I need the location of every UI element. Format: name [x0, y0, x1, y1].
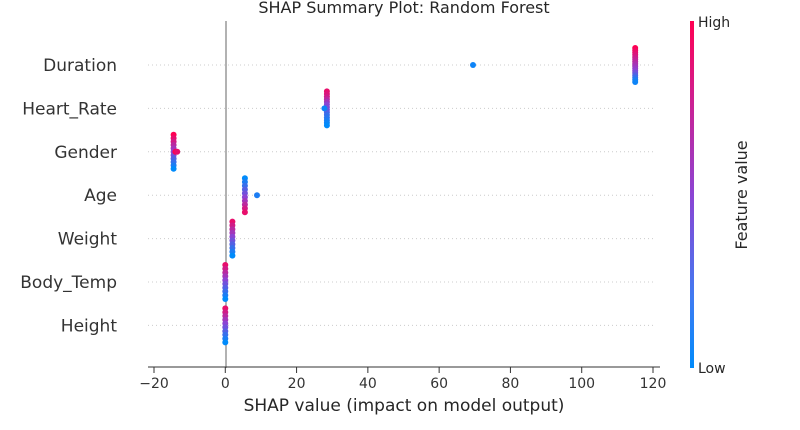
point-age [241, 209, 248, 216]
feature-label-age: Age [84, 186, 117, 206]
data-points [170, 45, 639, 346]
point-duration [632, 79, 639, 85]
x-tick-label: 60 [430, 376, 448, 392]
feature-label-weight: Weight [58, 230, 118, 250]
x-tick-label: 120 [640, 376, 667, 392]
point-heart_rate [321, 105, 328, 112]
x-tick-label: 80 [502, 376, 520, 392]
feature-label-duration: Duration [43, 56, 117, 76]
colorbar-title: Feature value [732, 140, 751, 249]
chart-title: SHAP Summary Plot: Random Forest [258, 0, 549, 17]
colorbar-low-label: Low [698, 361, 726, 377]
feature-label-height: Height [61, 316, 118, 336]
x-tick-label: 20 [288, 376, 306, 392]
feature-label-heart_rate: Heart_Rate [22, 99, 117, 119]
colorbar [690, 21, 694, 368]
x-tick-label: 40 [359, 376, 377, 392]
x-tick-label: 0 [221, 376, 230, 392]
feature-label-gender: Gender [54, 143, 117, 163]
x-tick-label: −20 [139, 376, 169, 392]
point-weight [229, 252, 236, 259]
point-age [254, 192, 260, 199]
point-gender [174, 148, 181, 155]
x-ticks: −20 0 20 40 60 80 100 120 [139, 367, 666, 392]
point-duration [470, 62, 476, 68]
point-height [222, 339, 229, 346]
feature-labels: Duration Heart_Rate Gender Age Weight Body_Te… [20, 56, 117, 336]
point-body_temp [222, 296, 229, 302]
x-axis-title: SHAP value (impact on model output) [244, 396, 565, 416]
point-gender [170, 165, 177, 172]
point-heart_rate [323, 122, 330, 129]
colorbar-high-label: High [698, 15, 730, 31]
x-tick-label: 100 [568, 376, 595, 392]
feature-label-body_temp: Body_Temp [20, 273, 117, 293]
